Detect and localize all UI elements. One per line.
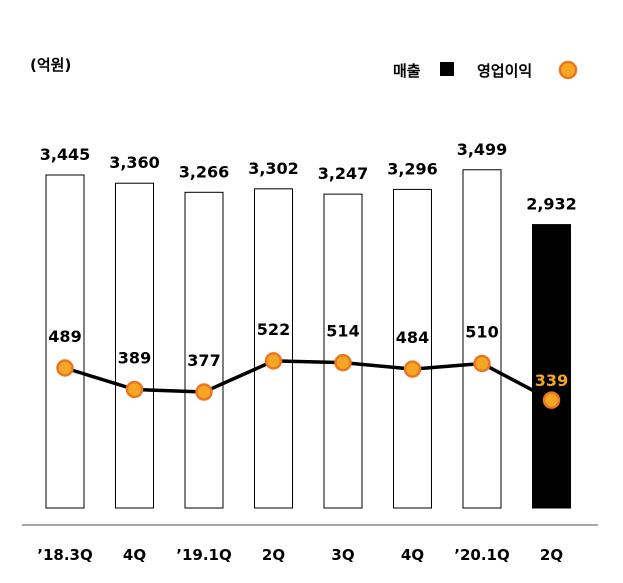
operating-profit-value-label: 389 <box>118 348 151 367</box>
revenue-value-label: 3,296 <box>387 159 438 178</box>
revenue-bar <box>462 169 502 509</box>
operating-profit-point <box>542 391 561 409</box>
revenue-bar <box>254 188 293 509</box>
operating-profit-line <box>64 359 553 402</box>
operating-profit-value-label: 514 <box>326 322 359 341</box>
operating-profit-value-label: 510 <box>465 322 498 341</box>
revenue-bar <box>323 193 363 509</box>
legend: 매출 영업이익 <box>393 60 578 80</box>
legend-revenue-swatch <box>440 62 454 76</box>
revenue-value-label: 3,445 <box>40 145 91 164</box>
x-tick-label: 4Q <box>123 546 146 564</box>
x-tick-label: ’20.1Q <box>454 546 509 564</box>
x-tick-label: 2Q <box>262 546 285 564</box>
x-tick-label: 2Q <box>540 546 563 564</box>
revenue-value-label: 3,499 <box>457 140 508 159</box>
revenue-value-label: 3,247 <box>318 164 369 183</box>
legend-operating-profit-label: 영업이익 <box>477 62 532 80</box>
revenue-bar <box>115 182 154 509</box>
operating-profit-value-label: 522 <box>257 320 290 339</box>
revenue-value-label: 3,266 <box>179 162 230 181</box>
revenue-bar <box>532 224 571 509</box>
x-tick-label: 4Q <box>401 546 424 564</box>
operating-profit-point <box>334 353 352 372</box>
operating-profit-value-label: 484 <box>396 328 429 347</box>
operating-profit-point <box>264 352 283 370</box>
operating-profit-point <box>403 360 422 378</box>
x-tick-label: ’18.3Q <box>37 546 92 564</box>
revenue-value-label: 3,302 <box>248 159 299 178</box>
revenue-bar <box>184 191 224 509</box>
bars-group <box>45 169 571 509</box>
x-tick-label: 3Q <box>331 546 354 564</box>
revenue-bar <box>45 174 85 509</box>
operating-profit-value-label: 339 <box>535 371 568 390</box>
revenue-bar <box>393 188 432 509</box>
x-tick-label: ’19.1Q <box>176 546 231 564</box>
operating-profit-point <box>125 380 144 399</box>
labels-group: 3,445 ’18.3Q 3,360 4Q 3,266 ’19.1Q 3,302 2Q 3,24… <box>37 140 577 564</box>
operating-profit-value-label: 489 <box>48 327 81 346</box>
legend-operating-profit-marker <box>558 60 578 80</box>
revenue-value-label: 3,360 <box>109 153 160 172</box>
profit-line-group <box>56 352 561 409</box>
revenue-value-label: 2,932 <box>526 195 577 214</box>
operating-profit-point <box>195 383 213 401</box>
operating-profit-point <box>473 354 491 373</box>
operating-profit-point <box>56 359 74 377</box>
unit-label: (억원) <box>30 56 71 74</box>
legend-revenue-label: 매출 <box>393 62 421 80</box>
operating-profit-value-label: 377 <box>187 351 220 370</box>
